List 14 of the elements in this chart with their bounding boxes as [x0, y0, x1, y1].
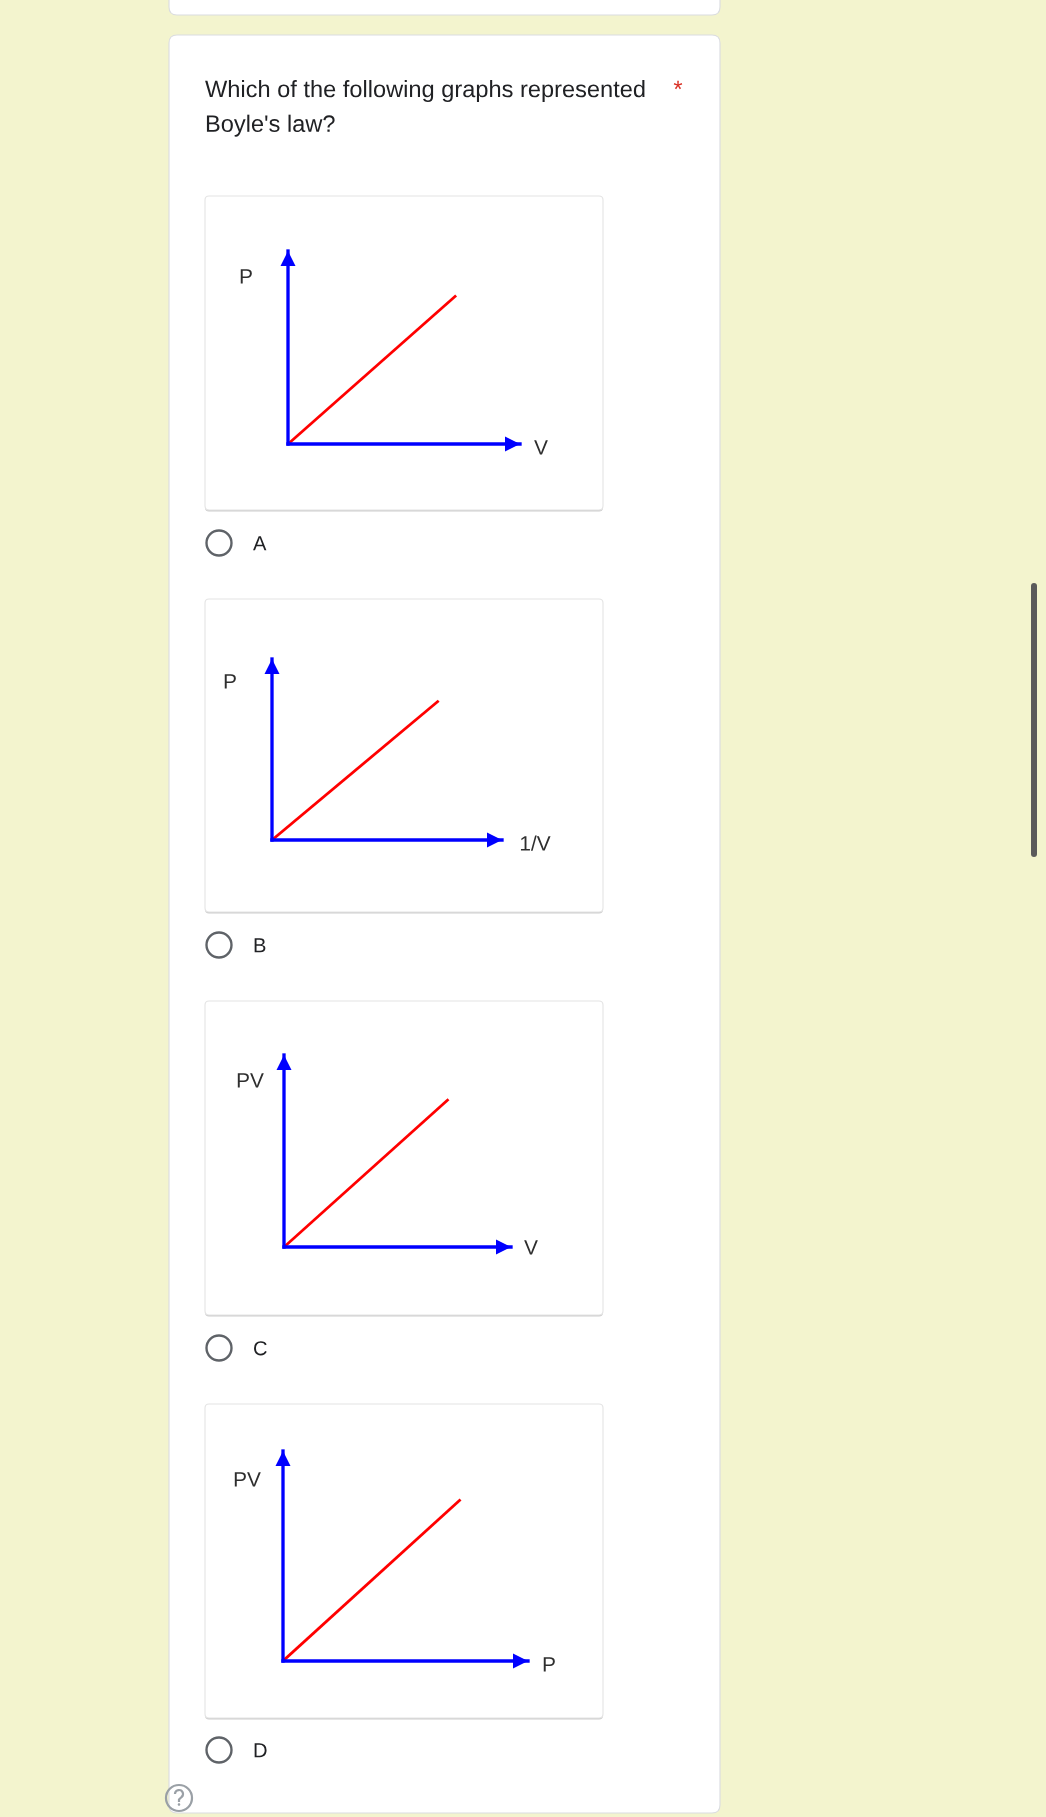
y-axis-title: P — [240, 269, 252, 284]
y-axis-title: PV — [234, 1472, 261, 1487]
text: D — [254, 1743, 267, 1758]
y-axis-title: P — [224, 674, 236, 689]
chart-title: Which of the following graphs represented Boyle's law? — [205, 80, 645, 137]
text: * — [673, 80, 683, 90]
x-axis-title: 1/V — [520, 835, 551, 851]
text: A — [253, 536, 267, 551]
text: C — [254, 1341, 267, 1356]
x-axis-title: V — [534, 440, 548, 455]
y-axis-title: PV — [237, 1073, 264, 1088]
x-axis-title: V — [524, 1240, 538, 1255]
text: B — [254, 938, 266, 953]
x-axis-title: P — [543, 1657, 555, 1672]
